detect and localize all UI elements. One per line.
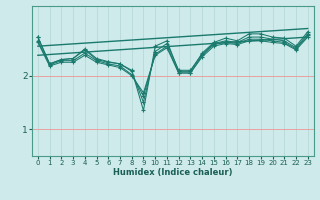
X-axis label: Humidex (Indice chaleur): Humidex (Indice chaleur): [113, 168, 233, 177]
